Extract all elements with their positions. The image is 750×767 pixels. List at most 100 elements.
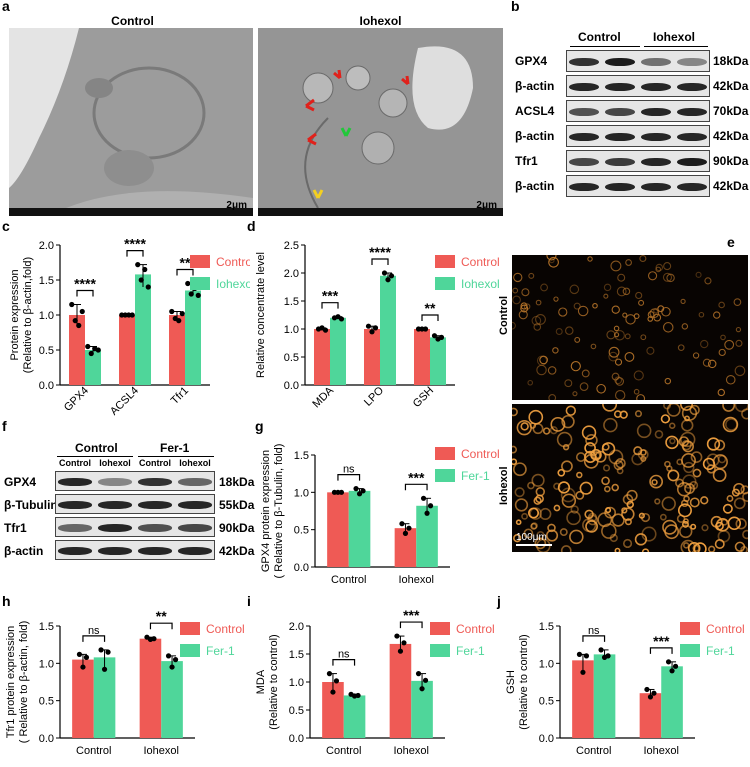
green-arrow [340,127,352,137]
cell-signal [579,382,589,391]
cell-signal [720,518,728,526]
bar-control [327,492,349,567]
blot-kda: 70kDa [713,104,749,118]
bar-iohexol [330,317,346,385]
blot-kda: 55kDa [219,498,255,512]
blot-band [178,523,212,532]
y-axis-label: GSH [505,670,517,694]
data-point [129,312,135,318]
blot-band [138,546,172,555]
data-point [669,668,675,674]
cell-signal [713,311,721,319]
cell-signal [581,369,590,378]
data-point [83,654,90,660]
cell-signal [668,422,676,430]
blot-strip [566,125,710,147]
cell-signal [520,422,529,431]
data-point [365,323,372,329]
data-point [431,333,438,339]
cell-signal [590,343,597,350]
significance-bracket [332,659,356,666]
cell-signal [655,266,662,273]
x-tick-label: Iohexol [144,745,179,757]
blot-band [605,57,635,67]
cell-signal [659,513,667,521]
data-point [165,653,172,659]
bar-control [389,643,412,738]
data-point [172,657,179,663]
blot-strip [55,494,215,514]
cell-signal [614,390,626,400]
cell-signal [523,528,534,539]
cell-signal [633,370,644,381]
legend-label: Fer-1 [461,469,490,483]
chart-h: 0.0 0.5 1.0 1.5 Tfr1 protein expression( Rel… [5,610,245,757]
cell-signal [700,339,709,349]
blot-f-lane-label: Control [59,458,91,468]
cell-signal [602,404,618,412]
blot-band [58,523,92,532]
significance-bracket [337,474,361,481]
legend-label: Control [456,622,495,636]
bar-fer-1 [661,666,683,738]
cell-signal [547,366,557,375]
blot-strip [566,175,710,197]
cell-signal [680,539,696,552]
x-tick-label: Control [331,574,366,586]
significance-label: **** [74,276,96,292]
blot-band [98,500,132,509]
blot-strip [566,150,710,172]
cell-signal [720,334,726,341]
cell-signal [718,348,726,357]
bar-control [314,329,330,385]
significance-label: *** [653,633,670,649]
data-point [195,292,201,298]
blot-band [98,477,132,486]
blot-label: β-actin [515,129,555,143]
data-point [135,262,141,268]
cell-signal [531,315,542,326]
cell-signal [565,405,577,416]
blot-band [569,132,599,142]
cell-signal [676,482,692,497]
data-point [169,308,175,315]
cell-signal [573,302,581,310]
cell-signal [570,361,581,372]
blot-b-header-line-1 [570,46,640,47]
blot-f-group-line-2 [138,456,214,457]
cell-signal [559,528,568,537]
blot-band [569,182,599,192]
y-tick-label: 1.5 [294,450,309,462]
x-tick-label: ACSL4 [108,385,141,418]
blot-label: GPX4 [4,475,37,489]
panel-letter-c: c [2,218,10,234]
cell-signal [536,364,547,376]
cell-signal [742,491,748,502]
blot-band [641,57,671,67]
cell-signal [625,314,636,325]
legend-label: Control [461,255,500,269]
y-tick-label: 1.0 [539,658,554,670]
data-point [179,311,185,317]
cell-signal [596,383,606,394]
cell-signal [677,344,685,352]
cell-signal [584,442,596,454]
data-point [72,318,78,324]
legend-swatch [430,644,450,657]
cell-signal [734,404,748,413]
cell-signal [692,544,700,552]
blot-strip [55,471,215,491]
panel-letter-i: i [247,593,251,609]
cell-signal [512,407,518,417]
panel-letter-d: d [247,218,256,234]
cell-signal [585,433,598,447]
cell-signal [687,542,701,552]
data-point [356,491,363,497]
cell-signal [707,359,717,369]
blot-band [138,523,172,532]
panel-letter-b: b [511,0,520,14]
data-point [76,322,82,329]
bar-iohexol [430,337,446,385]
data-point [422,326,429,332]
cell-signal [708,545,716,552]
